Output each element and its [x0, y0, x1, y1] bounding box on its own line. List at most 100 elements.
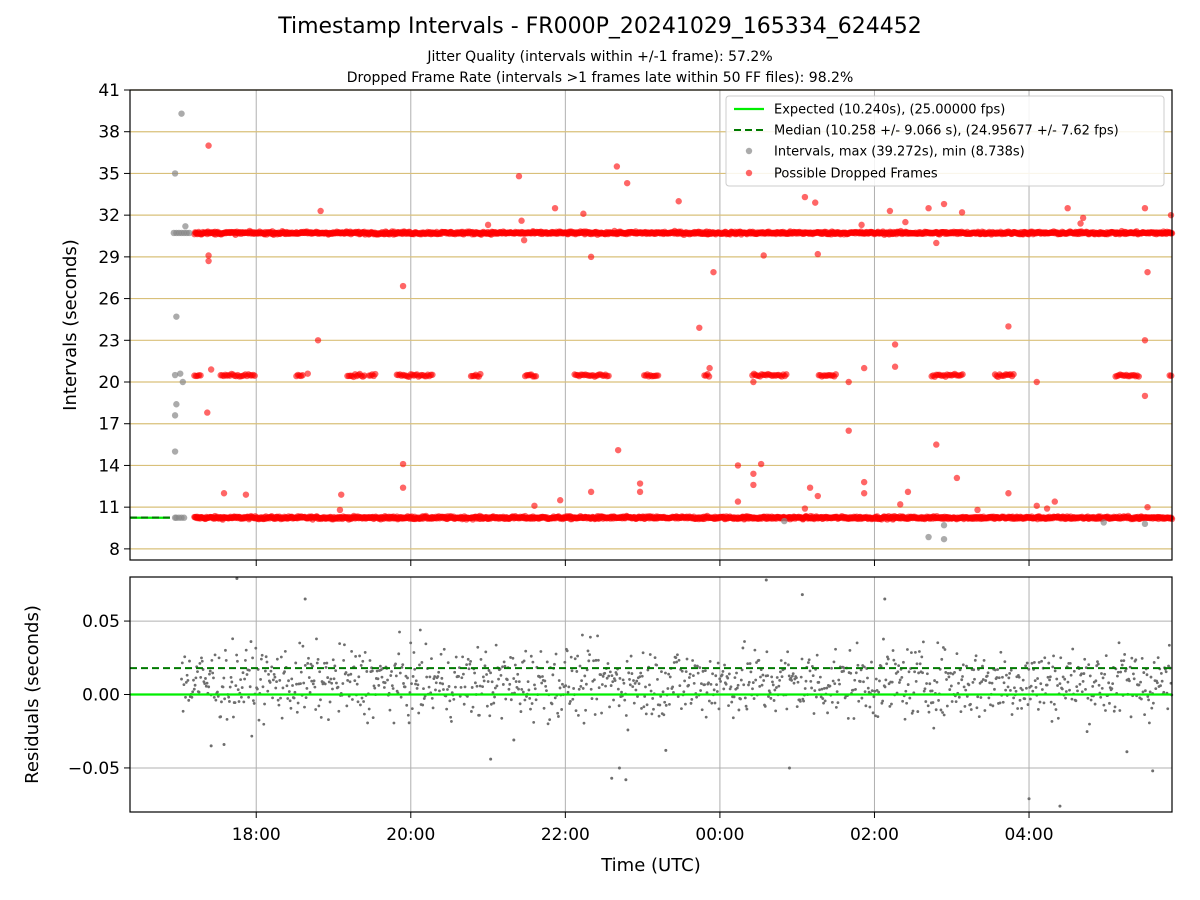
residual-point	[573, 657, 577, 661]
residual-point	[906, 683, 910, 686]
dropped-frame-point	[317, 207, 324, 215]
residual-point	[596, 658, 600, 662]
residual-point	[468, 662, 472, 666]
residual-point	[453, 670, 457, 674]
residual-point	[377, 684, 381, 687]
residual-point	[872, 695, 876, 699]
residual-point	[987, 696, 991, 700]
residual-point	[953, 670, 956, 674]
residual-point	[274, 686, 278, 690]
dropped-frame-point	[1064, 204, 1071, 212]
residual-point	[1099, 695, 1103, 699]
residual-point	[672, 661, 676, 664]
dropped-frame-point	[205, 142, 212, 149]
residual-point	[731, 716, 735, 720]
residual-point	[265, 660, 269, 664]
residual-point	[1112, 709, 1116, 713]
residual-point	[281, 686, 285, 690]
residual-point	[366, 721, 369, 725]
residual-point	[287, 679, 290, 683]
residual-point	[663, 700, 667, 704]
residual-point	[832, 660, 836, 664]
residual-point	[401, 663, 405, 667]
residual-point	[620, 690, 623, 694]
interval-point	[940, 535, 948, 543]
residual-point	[199, 676, 203, 679]
residual-point	[722, 687, 726, 691]
residual-point	[866, 676, 869, 680]
legend-label: Intervals, max (39.272s), min (8.738s)	[774, 145, 1025, 160]
residual-point	[767, 695, 770, 698]
residual-point	[283, 649, 287, 653]
residual-point	[335, 681, 338, 685]
residual-point	[944, 671, 948, 674]
residual-point	[1100, 672, 1103, 675]
residual-point	[695, 695, 698, 699]
residual-point	[327, 680, 331, 684]
residual-point	[853, 678, 857, 682]
residual-point	[1089, 698, 1093, 702]
residual-point	[913, 670, 917, 674]
top-axes-frame	[129, 89, 1173, 561]
residual-point	[672, 691, 675, 694]
residual-point	[425, 675, 429, 679]
residual-point	[310, 679, 314, 683]
residual-point	[403, 685, 407, 689]
interval-point	[925, 533, 932, 541]
y-tick-label: 8	[109, 540, 120, 560]
residual-point	[623, 698, 627, 702]
legend-label: Possible Dropped Frames	[774, 167, 938, 182]
residual-point	[915, 662, 919, 666]
residual-point	[650, 712, 654, 716]
residual-point	[946, 671, 950, 675]
residual-point	[452, 697, 456, 701]
dropped-frame-point	[760, 252, 767, 259]
residual-point	[180, 677, 183, 681]
residual-point	[260, 653, 264, 657]
residual-point	[304, 696, 308, 700]
residual-point	[484, 650, 488, 654]
residual-point	[405, 703, 409, 707]
residual-point	[854, 671, 858, 675]
residual-point	[184, 680, 188, 684]
residual-point	[240, 686, 244, 689]
residual-point	[774, 709, 778, 713]
residual-point	[418, 663, 421, 667]
dropped-frame-point	[925, 204, 932, 212]
residual-point	[247, 695, 250, 699]
residual-point	[500, 716, 504, 720]
residual-point	[995, 676, 999, 679]
residual-point	[450, 720, 453, 723]
residual-point	[901, 699, 905, 703]
residual-point	[1091, 684, 1095, 688]
residual-point	[556, 711, 560, 715]
residual-point	[534, 698, 538, 702]
residual-point	[356, 700, 360, 704]
residual-point	[459, 686, 463, 689]
dropped-frame-point	[1077, 220, 1084, 227]
residual-point	[220, 700, 223, 704]
residual-point	[787, 766, 791, 770]
dropped-frame-point	[1141, 392, 1149, 400]
residual-point	[511, 656, 515, 660]
residual-point	[582, 721, 586, 725]
residual-point	[1088, 674, 1092, 678]
residual-point	[739, 697, 742, 701]
dropped-frame-point	[904, 488, 912, 496]
dropped-frame-point	[399, 460, 407, 468]
dropped-frame-point	[636, 488, 644, 496]
interval-point	[781, 517, 788, 525]
dropped-frame-point	[1141, 204, 1149, 212]
residual-point	[719, 680, 722, 683]
residual-point	[941, 646, 945, 649]
residual-point	[732, 695, 736, 699]
residual-point	[928, 682, 932, 686]
residual-point	[585, 668, 589, 672]
y-tick-label: 26	[98, 290, 120, 310]
residual-point	[671, 685, 675, 689]
residual-point	[540, 681, 544, 685]
residual-point	[907, 670, 911, 674]
residual-point	[483, 664, 487, 668]
residual-point	[790, 678, 794, 682]
dropped-frame-point	[705, 373, 713, 380]
